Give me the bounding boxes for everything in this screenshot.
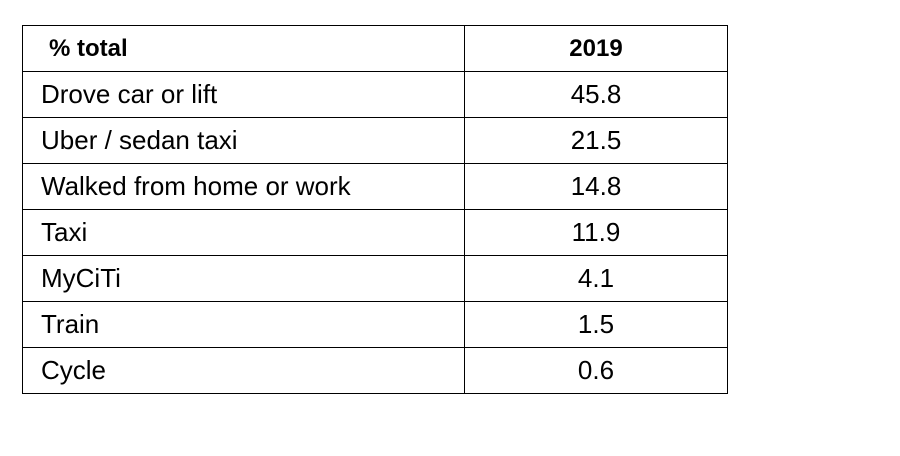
row-value: 1.5: [464, 301, 728, 348]
table-row: Cycle 0.6: [22, 347, 728, 394]
row-value: 11.9: [464, 209, 728, 256]
header-row: % total 2019: [22, 25, 728, 72]
row-label: Taxi: [22, 209, 465, 256]
row-value: 45.8: [464, 71, 728, 118]
row-value: 4.1: [464, 255, 728, 302]
row-value: 14.8: [464, 163, 728, 210]
row-label: Drove car or lift: [22, 71, 465, 118]
row-label: Cycle: [22, 347, 465, 394]
row-label: Walked from home or work: [22, 163, 465, 210]
table-row: Taxi 11.9: [22, 209, 728, 256]
row-label: Train: [22, 301, 465, 348]
row-value: 0.6: [464, 347, 728, 394]
table-row: Drove car or lift 45.8: [22, 71, 728, 118]
table-row: Train 1.5: [22, 301, 728, 348]
column-header-year: 2019: [464, 25, 728, 72]
row-label: MyCiTi: [22, 255, 465, 302]
data-table: % total 2019 Drove car or lift 45.8 Uber…: [22, 25, 728, 394]
row-label: Uber / sedan taxi: [22, 117, 465, 164]
table-row: Uber / sedan taxi 21.5: [22, 117, 728, 164]
row-value: 21.5: [464, 117, 728, 164]
column-header-label: % total: [22, 25, 465, 72]
table-row: MyCiTi 4.1: [22, 255, 728, 302]
table-row: Walked from home or work 14.8: [22, 163, 728, 210]
